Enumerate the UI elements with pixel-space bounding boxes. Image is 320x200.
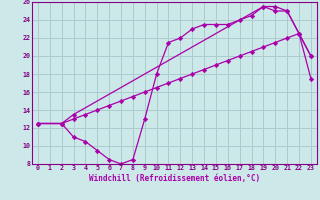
X-axis label: Windchill (Refroidissement éolien,°C): Windchill (Refroidissement éolien,°C): [89, 174, 260, 183]
